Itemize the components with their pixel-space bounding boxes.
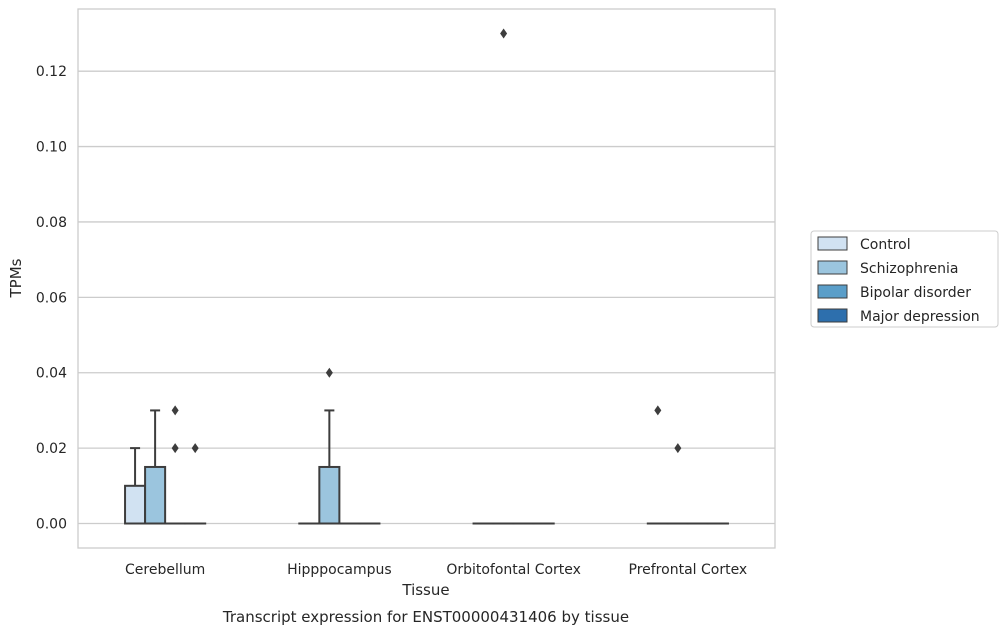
y-tick-label: 0.10 [36,140,67,156]
legend-label: Control [860,237,911,253]
x-tick-label: Cerebellum [125,562,205,578]
legend-label: Major depression [860,309,980,325]
x-axis-label: Tissue [401,581,449,599]
legend-swatch [818,309,847,322]
x-axis-ticks: Cerebellum Hipppocampus Orbitofontal Corte… [125,562,747,578]
chart-title: Transcript expression for ENST0000043140… [222,608,629,626]
box [494,29,514,524]
legend-swatch [818,261,847,274]
legend: Control Schizophrenia Bipolar disorder Majo… [811,231,998,327]
legend-label: Schizophrenia [860,261,958,277]
outlier-point [172,443,179,453]
y-tick-label: 0.02 [36,441,67,457]
outlier-point [192,443,199,453]
outlier-point [674,443,681,453]
x-tick-label: Hipppocampus [287,562,392,578]
y-tick-label: 0.04 [36,366,67,382]
box [165,405,185,523]
outlier-point [326,368,333,378]
box [145,410,165,523]
box-body [125,486,145,524]
box [668,443,688,523]
y-tick-label: 0.08 [36,215,67,231]
x-tick-label: Prefrontal Cortex [629,562,748,578]
outlier-point [172,405,179,415]
legend-swatch [818,237,847,250]
outlier-point [500,29,507,39]
outlier-point [654,405,661,415]
y-axis-label: TPMs [7,258,25,298]
box-body [319,467,339,524]
box [185,443,205,523]
plot-frame [78,9,775,548]
box-layer [125,29,728,524]
grid-layer [78,71,775,523]
y-axis-ticks: 0.00 0.02 0.04 0.06 0.08 0.10 0.12 [36,64,67,532]
legend-label: Bipolar disorder [860,285,971,301]
y-tick-label: 0.12 [36,64,67,80]
y-tick-label: 0.06 [36,290,67,306]
legend-swatch [818,285,847,298]
box [125,448,145,523]
box-body [145,467,165,524]
y-tick-label: 0.00 [36,517,67,533]
x-tick-label: Orbitofontal Cortex [446,562,581,578]
box [648,405,668,523]
box [319,368,339,524]
